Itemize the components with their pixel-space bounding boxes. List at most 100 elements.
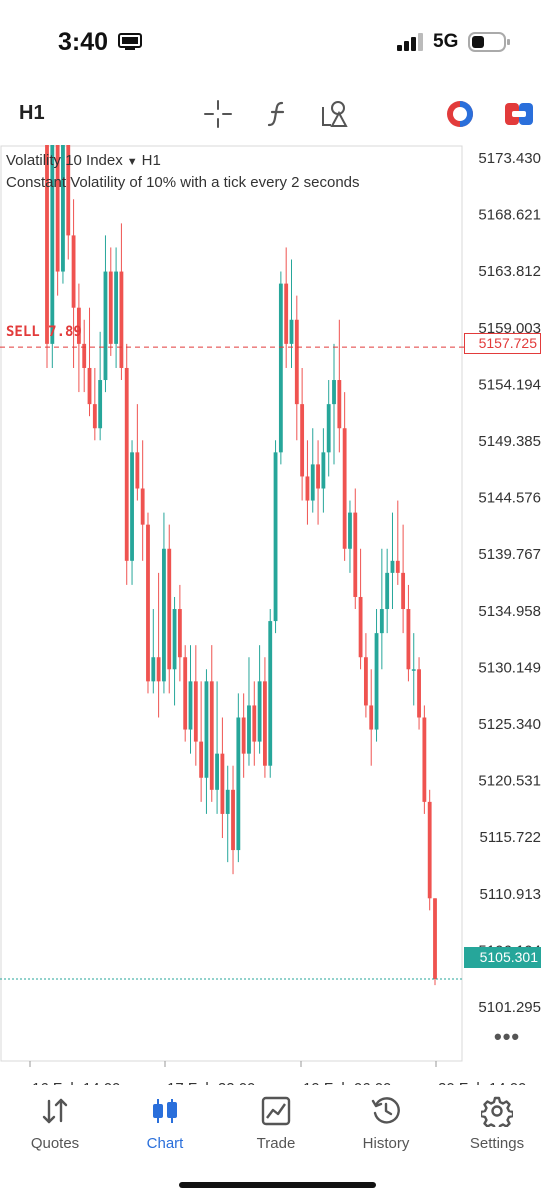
price-axis-label: 5115.722 xyxy=(480,829,541,846)
price-axis-label: 5159.003 xyxy=(478,320,541,337)
candle-body xyxy=(252,705,257,742)
nav-label-history: History xyxy=(362,1135,410,1152)
candle-body xyxy=(374,633,379,730)
nav-label-quotes: Quotes xyxy=(30,1135,80,1152)
candle-body xyxy=(433,898,437,980)
logo-icon[interactable] xyxy=(444,98,476,130)
candle-body xyxy=(300,404,305,477)
chart-title: Volatility 10 Index ▼ H1 xyxy=(6,152,161,169)
candle-body xyxy=(55,145,60,272)
current-price-tag: 5105.301 xyxy=(464,947,541,968)
candle-body xyxy=(162,548,166,682)
trade-toggle-icon[interactable] xyxy=(503,98,535,130)
screen-mirror-icon xyxy=(118,33,142,50)
candle-body xyxy=(247,705,251,754)
nav-settings[interactable]: Settings xyxy=(447,1091,547,1161)
candle-body xyxy=(114,271,119,344)
candle-body xyxy=(76,307,81,344)
candle-body xyxy=(236,717,241,851)
price-axis-label: 5125.340 xyxy=(478,716,541,733)
candle-body xyxy=(71,235,76,308)
candle-body xyxy=(379,609,384,634)
network-label: 5G xyxy=(433,31,459,52)
price-chart[interactable]: 5173.430 5168.621 5163.812 5159.003 5154.194… xyxy=(0,145,554,1085)
sell-position-label[interactable]: SELL 7.89 xyxy=(6,324,82,340)
crosshair-icon[interactable] xyxy=(202,98,234,130)
candle-body xyxy=(310,464,315,501)
candle-body xyxy=(231,789,235,851)
candle-body xyxy=(390,560,395,573)
candle-body xyxy=(289,319,294,344)
symbol-dropdown-icon[interactable]: ▼ xyxy=(126,156,138,168)
candle-body xyxy=(332,380,336,405)
price-axis-label: 5173.430 xyxy=(478,150,541,167)
nav-label-settings: Settings xyxy=(469,1135,525,1152)
candle-body xyxy=(146,524,150,682)
candle-body xyxy=(411,669,416,671)
candle-body xyxy=(263,681,267,766)
time-axis-label: 19 Feb 06:00 xyxy=(303,1080,391,1085)
candle-body xyxy=(209,681,214,790)
symbol-description: Constant Volatility of 10% with a tick e… xyxy=(6,174,360,191)
plot-frame xyxy=(0,145,463,1062)
candle-body xyxy=(215,753,219,790)
price-axis-label: 5154.194 xyxy=(478,376,541,393)
candle-body xyxy=(124,367,129,561)
nav-label-trade: Trade xyxy=(256,1135,296,1152)
nav-history[interactable]: History xyxy=(336,1091,436,1161)
candle-body xyxy=(358,596,363,658)
candle-body xyxy=(66,145,71,236)
candle-body xyxy=(348,512,352,549)
nav-chart[interactable]: Chart xyxy=(115,1091,215,1161)
candle-body xyxy=(363,657,368,706)
candle-body xyxy=(177,609,182,658)
home-indicator xyxy=(179,1182,376,1188)
indicators-icon[interactable] xyxy=(262,98,294,130)
candle-body xyxy=(241,717,246,754)
candle-body xyxy=(82,343,87,368)
price-axis-label: 5134.958 xyxy=(478,603,541,620)
nav-quotes[interactable]: Quotes xyxy=(5,1091,105,1161)
battery-icon xyxy=(468,32,510,52)
candle-body xyxy=(305,476,310,501)
candle-body xyxy=(130,452,134,561)
candle-body xyxy=(172,609,177,670)
candle-body xyxy=(321,452,326,489)
objects-icon[interactable] xyxy=(320,98,352,130)
symbol-name: Volatility 10 Index xyxy=(6,152,123,169)
chart-area[interactable]: 5173.430 5168.621 5163.812 5159.003 5154.194… xyxy=(0,145,554,1085)
sell-price-tag: 5157.725 xyxy=(464,333,541,354)
candle-body xyxy=(401,572,406,610)
bottom-nav: Quotes Chart Trade History xyxy=(0,1085,554,1200)
candle-body xyxy=(316,464,320,489)
candle-body xyxy=(353,512,358,597)
candle-body xyxy=(204,681,209,778)
candle-body xyxy=(220,753,225,814)
quotes-icon xyxy=(42,1098,68,1124)
candle-body xyxy=(268,621,273,766)
candle-body xyxy=(406,609,411,670)
candle-body xyxy=(167,548,172,670)
candle-body xyxy=(225,789,230,814)
nav-trade[interactable]: Trade xyxy=(226,1091,326,1161)
history-icon xyxy=(371,1097,400,1124)
time-axis-label: 16 Feb 14:00 xyxy=(32,1080,120,1085)
candle-body xyxy=(294,319,299,405)
nav-label-chart: Chart xyxy=(146,1135,184,1152)
candle-body xyxy=(193,681,198,742)
price-axis-label: 5101.295 xyxy=(478,999,541,1016)
chart-toolbar: H1 xyxy=(0,94,554,136)
candle-body xyxy=(92,404,97,429)
more-options-icon[interactable]: ••• xyxy=(494,1024,521,1049)
timeframe-button[interactable]: H1 xyxy=(19,102,45,124)
price-axis-label: 5163.812 xyxy=(478,263,541,280)
candle-body xyxy=(183,657,188,730)
candle-body xyxy=(156,657,161,682)
time-axis-label: 17 Feb 22:00 xyxy=(167,1080,255,1085)
chart-timeframe: H1 xyxy=(141,152,161,169)
candle-body xyxy=(385,572,390,610)
candle-body xyxy=(61,145,65,272)
candle-body xyxy=(342,428,347,549)
candle-body xyxy=(119,271,124,368)
candle-body xyxy=(87,367,92,405)
